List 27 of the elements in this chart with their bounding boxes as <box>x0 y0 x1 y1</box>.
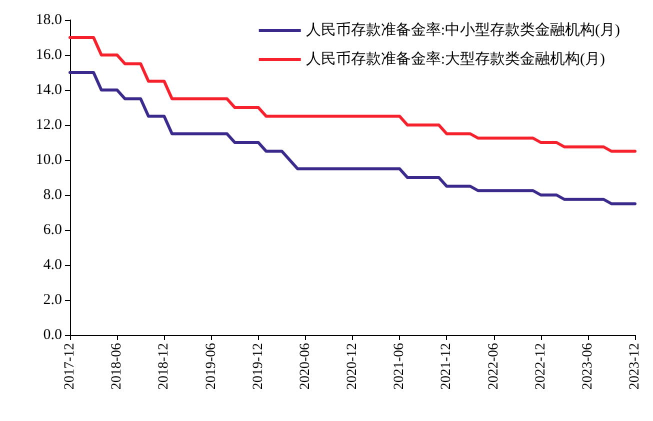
x-tick-label: 2021-12 <box>439 343 454 390</box>
y-tick-label: 18.0 <box>36 12 62 28</box>
line-series <box>68 71 636 206</box>
line-series <box>68 36 636 153</box>
y-tick-label: 10.0 <box>36 152 62 168</box>
x-tick-label: 2018-12 <box>156 343 172 390</box>
legend-label: 人民币存款准备金率:大型存款类金融机构(月) <box>306 50 606 68</box>
x-tick-label: 2023-12 <box>628 343 642 390</box>
x-tick-label: 2023-06 <box>580 343 596 390</box>
y-tick-label: 2.0 <box>43 292 62 308</box>
y-tick-label: 4.0 <box>43 257 62 273</box>
legend-label: 人民币存款准备金率:中小型存款类金融机构(月) <box>306 22 620 38</box>
x-tick-label: 2022-12 <box>533 343 548 390</box>
x-tick-label: 2020-12 <box>345 343 360 390</box>
x-tick-label: 2019-06 <box>204 343 219 390</box>
y-tick-label: 0.0 <box>43 327 62 343</box>
y-tick-label: 14.0 <box>36 82 62 98</box>
x-tick-label: 2018-06 <box>110 343 125 390</box>
y-tick-label: 6.0 <box>43 222 62 238</box>
x-tick-label: 2017-12 <box>62 343 78 390</box>
x-tick-label: 2020-06 <box>298 343 313 390</box>
y-tick-label: 16.0 <box>36 47 62 63</box>
x-tick-label: 2019-12 <box>250 343 266 390</box>
y-tick-label: 8.0 <box>43 187 62 203</box>
x-tick-label: 2021-06 <box>392 343 408 390</box>
y-tick-label: 12.0 <box>36 117 62 133</box>
x-tick-label: 2022-06 <box>486 343 502 390</box>
